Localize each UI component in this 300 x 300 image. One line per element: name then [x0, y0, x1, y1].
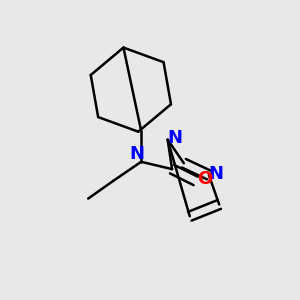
Text: N: N	[167, 129, 182, 147]
Text: N: N	[209, 165, 224, 183]
Text: N: N	[129, 146, 144, 164]
Text: O: O	[197, 170, 212, 188]
